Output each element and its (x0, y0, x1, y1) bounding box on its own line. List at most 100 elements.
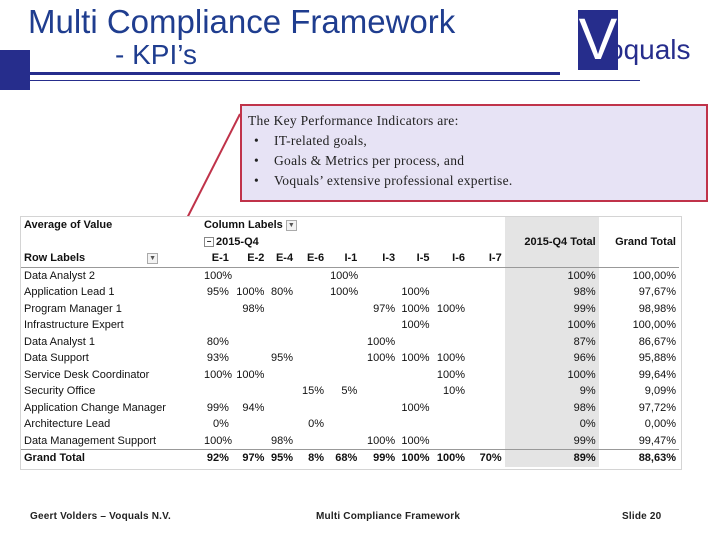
grand-total-header[interactable]: Grand Total (615, 235, 676, 248)
header-spacer[interactable] (360, 217, 398, 234)
row-label[interactable]: Data Support (24, 352, 89, 364)
table-row[interactable]: Data Analyst 2 100% 100% 100% 100,00% (21, 267, 679, 284)
value-cell[interactable] (296, 301, 327, 318)
header-spacer[interactable] (360, 234, 398, 251)
value-cell[interactable] (267, 383, 296, 400)
header-spacer[interactable] (327, 217, 360, 234)
value-cell[interactable] (432, 416, 468, 433)
grand-total-cell[interactable]: 97,67% (638, 286, 676, 298)
value-cell[interactable] (398, 267, 432, 284)
header-spacer[interactable] (398, 217, 432, 234)
value-cell[interactable]: 10% (442, 385, 466, 397)
value-cell[interactable] (398, 416, 432, 433)
column-header[interactable]: I-3 (360, 250, 399, 268)
table-row[interactable]: Data Management Support 100% 98% 100% 100% 99… (21, 432, 679, 450)
row-label[interactable]: Data Management Support (24, 434, 157, 447)
value-cell[interactable] (360, 267, 398, 284)
header-spacer[interactable] (432, 234, 468, 251)
value-cell[interactable]: 100% (401, 286, 430, 298)
period-total-cell[interactable]: 98% (504, 399, 599, 416)
column-header[interactable]: E-2 (231, 250, 268, 268)
table-row[interactable]: Infrastructure Expert 100% 100% 100,00% (21, 317, 679, 334)
value-cell[interactable]: 100% (401, 302, 430, 315)
value-cell[interactable] (360, 416, 398, 433)
value-cell[interactable]: 98% (242, 302, 265, 315)
table-row[interactable]: Application Change Manager 99% 94% 100% 98% 9… (21, 399, 679, 417)
grand-total-cell[interactable]: 97,72% (638, 401, 676, 414)
value-cell[interactable] (327, 367, 360, 384)
period-total-cell[interactable]: 99% (504, 300, 599, 317)
value-cell[interactable] (360, 367, 398, 384)
value-cell[interactable] (327, 400, 360, 417)
column-header[interactable]: E-1 (200, 250, 232, 268)
table-row[interactable]: Security Office 15% 5% 10% 9% 9,09% (21, 383, 679, 400)
value-cell[interactable] (360, 400, 398, 417)
row-label[interactable]: Data Analyst 1 (24, 335, 95, 348)
value-cell[interactable]: 100% (203, 368, 232, 381)
grand-total-cell[interactable]: 99,47% (638, 434, 676, 447)
period-total-header[interactable]: 2015-Q4 Total (504, 233, 599, 250)
value-cell[interactable]: 100% (401, 352, 430, 364)
pivot-table[interactable]: Average of Value Column Labels ▼ −2015-Q4 20… (20, 216, 682, 470)
value-cell[interactable] (232, 383, 268, 400)
header-spacer[interactable] (504, 250, 599, 268)
value-cell[interactable] (267, 317, 296, 334)
period-total-cell[interactable]: 99% (504, 432, 599, 450)
row-label[interactable]: Infrastructure Expert (24, 319, 124, 331)
value-cell[interactable]: 95% (206, 286, 229, 298)
value-cell[interactable] (468, 267, 505, 284)
value-cell[interactable]: 100% (401, 434, 430, 447)
row-label[interactable]: Application Change Manager (24, 401, 166, 414)
column-labels-header[interactable]: Column Labels ▼ (201, 217, 327, 234)
value-cell[interactable] (296, 267, 327, 284)
total-cell[interactable]: 100% (432, 449, 469, 467)
column-header[interactable]: E-6 (296, 250, 328, 268)
value-cell[interactable] (360, 383, 398, 400)
period-total-cell[interactable]: 87% (504, 333, 599, 350)
table-row[interactable]: Service Desk Coordinator 100% 100% 100% 100%… (21, 366, 679, 384)
value-cell[interactable] (468, 416, 505, 433)
value-cell[interactable] (327, 334, 360, 351)
row-label[interactable]: Application Lead 1 (24, 286, 115, 298)
grand-total-cell[interactable]: 100,00% (632, 319, 676, 331)
value-cell[interactable] (267, 267, 296, 284)
period-total-cell[interactable]: 98% (504, 284, 599, 301)
value-cell[interactable] (232, 350, 268, 367)
grand-total-cell[interactable]: 98,98% (638, 302, 676, 315)
header-spacer[interactable] (432, 217, 468, 234)
value-cell[interactable]: 93% (206, 352, 229, 364)
grand-total-row[interactable]: Grand Total 92% 97% 95% 8% 68% 99% 100% 100% 70% 8… (21, 449, 679, 467)
value-cell[interactable]: 5% (341, 385, 358, 397)
value-cell[interactable]: 100% (436, 352, 466, 364)
header-spacer[interactable] (327, 234, 360, 251)
value-cell[interactable]: 94% (242, 401, 265, 414)
value-cell[interactable] (468, 301, 505, 318)
table-row[interactable]: Data Support 93% 95% 100% 100% 100% 96% 95,88% (21, 350, 679, 367)
header-spacer[interactable] (21, 234, 201, 251)
value-cell[interactable] (232, 267, 268, 284)
value-cell[interactable] (360, 317, 398, 334)
column-header[interactable]: I-5 (398, 250, 433, 268)
period-total-cell[interactable]: 96% (504, 350, 599, 367)
value-cell[interactable] (267, 416, 296, 433)
value-cell[interactable]: 100% (366, 352, 396, 364)
value-cell[interactable] (432, 400, 468, 417)
header-spacer[interactable] (468, 217, 505, 234)
collapse-icon[interactable]: − (203, 236, 214, 247)
value-cell[interactable] (432, 267, 468, 284)
value-cell[interactable] (327, 433, 360, 450)
period-header[interactable]: −2015-Q4 (201, 234, 327, 251)
value-cell[interactable] (267, 334, 296, 351)
total-cell[interactable]: 95% (267, 449, 297, 467)
value-cell[interactable] (432, 317, 468, 334)
value-cell[interactable] (296, 367, 327, 384)
grand-total-cell[interactable]: 86,67% (638, 335, 676, 348)
grand-total-cell[interactable]: 95,88% (638, 352, 676, 364)
value-cell[interactable] (360, 284, 398, 301)
value-cell[interactable] (296, 400, 327, 417)
filter-dropdown-icon[interactable]: ▼ (147, 252, 159, 264)
row-label[interactable]: Grand Total (21, 449, 201, 467)
grand-total-cell[interactable]: 99,64% (638, 368, 676, 381)
row-label[interactable]: Data Analyst 2 (24, 269, 95, 282)
value-cell[interactable] (201, 383, 232, 400)
